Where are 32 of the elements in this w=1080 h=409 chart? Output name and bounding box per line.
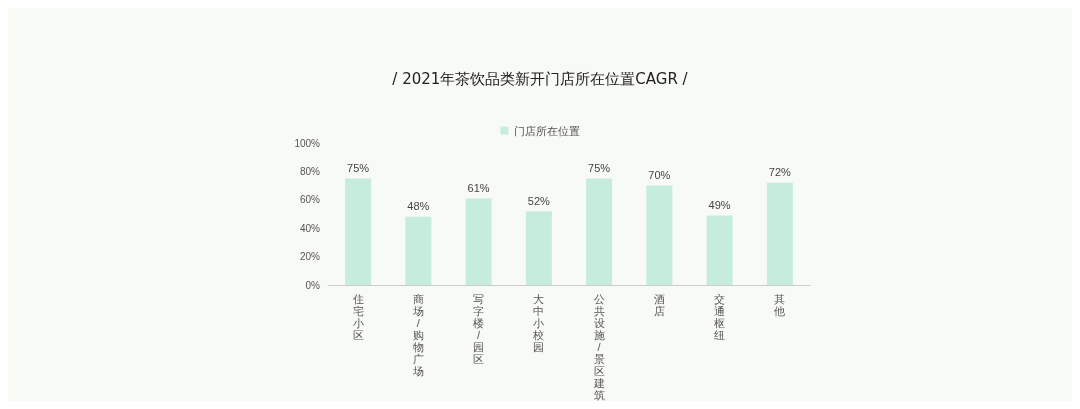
data-label: 49% [708,198,731,211]
y-tick-label: 80% [299,165,321,177]
bar [706,215,733,285]
bar [345,178,372,285]
bar [465,198,492,285]
data-label: 52% [527,194,551,207]
y-tick-label: 60% [299,194,321,206]
y-tick-label: 40% [299,222,321,234]
bar [766,182,793,285]
bar [525,211,552,285]
x-tick-label: 交通枢纽 [714,293,726,341]
bar [646,185,673,285]
x-tick-label: 写字楼/园区 [473,293,485,365]
data-label: 72% [768,166,792,179]
data-label: 75% [347,162,370,174]
x-tick-label: 大中小校园 [532,293,545,353]
data-label: 48% [407,200,430,213]
y-tick-label: 20% [299,251,321,263]
bar [405,216,432,285]
legend-label: 门店所在位置 [513,124,580,137]
category-label: 公共设施/景区建筑 [593,293,605,401]
x-tick-label: 住宅小区 [352,293,364,341]
bar [586,178,613,285]
y-tick-label: 0% [305,279,321,291]
data-label: 70% [648,169,671,182]
x-tick-label: 酒店 [653,293,665,317]
data-label: 75% [588,162,611,174]
y-tick-label: 100% [294,137,321,149]
x-tick-label: 其他 [774,293,786,317]
data-label: 61% [467,181,490,194]
chart-title: / 2021年茶饮品类新开门店所在位置CAGR / [392,69,689,88]
x-tick-label: 商场/购物广场 [411,293,424,377]
